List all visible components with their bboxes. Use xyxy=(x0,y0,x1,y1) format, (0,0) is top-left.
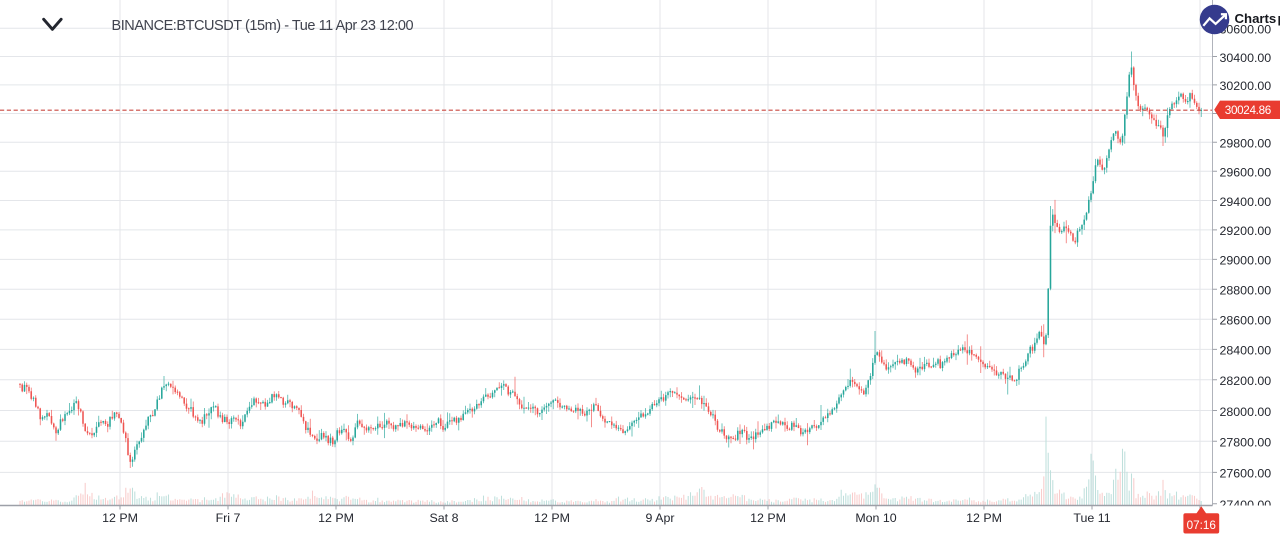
svg-text:27600.00: 27600.00 xyxy=(1220,467,1272,481)
svg-text:29200.00: 29200.00 xyxy=(1220,224,1272,238)
svg-text:12 PM: 12 PM xyxy=(102,511,138,525)
svg-text:Fri 7: Fri 7 xyxy=(216,511,241,525)
svg-text:12 PM: 12 PM xyxy=(966,511,1002,525)
svg-text:28800.00: 28800.00 xyxy=(1220,284,1272,298)
svg-text:Sat 8: Sat 8 xyxy=(430,511,459,525)
svg-text:30600.00: 30600.00 xyxy=(1220,23,1272,37)
svg-text:27400.00: 27400.00 xyxy=(1220,498,1272,512)
svg-text:29800.00: 29800.00 xyxy=(1220,137,1272,151)
svg-text:27800.00: 27800.00 xyxy=(1220,436,1272,450)
svg-text:28200.00: 28200.00 xyxy=(1220,374,1272,388)
svg-text:30024.86: 30024.86 xyxy=(1225,104,1271,117)
svg-text:BINANCE:BTCUSDT (15m) - Tue 11: BINANCE:BTCUSDT (15m) - Tue 11 Apr 23 12… xyxy=(112,18,414,34)
svg-text:Charts: Charts xyxy=(1235,11,1277,26)
svg-text:p: p xyxy=(1278,11,1280,26)
svg-text:9 Apr: 9 Apr xyxy=(646,511,675,525)
svg-text:12 PM: 12 PM xyxy=(750,511,786,525)
svg-text:29600.00: 29600.00 xyxy=(1220,166,1272,180)
svg-text:30400.00: 30400.00 xyxy=(1220,51,1272,65)
svg-text:28000.00: 28000.00 xyxy=(1220,405,1272,419)
svg-text:30200.00: 30200.00 xyxy=(1220,79,1272,93)
svg-text:Mon 10: Mon 10 xyxy=(855,511,896,525)
svg-text:12 PM: 12 PM xyxy=(534,511,570,525)
svg-text:07:16: 07:16 xyxy=(1187,519,1216,532)
svg-text:28400.00: 28400.00 xyxy=(1220,344,1272,358)
svg-text:Tue 11: Tue 11 xyxy=(1073,511,1110,525)
svg-text:29000.00: 29000.00 xyxy=(1220,254,1272,268)
svg-text:12 PM: 12 PM xyxy=(318,511,354,525)
svg-text:29400.00: 29400.00 xyxy=(1220,195,1272,209)
svg-text:28600.00: 28600.00 xyxy=(1220,314,1272,328)
